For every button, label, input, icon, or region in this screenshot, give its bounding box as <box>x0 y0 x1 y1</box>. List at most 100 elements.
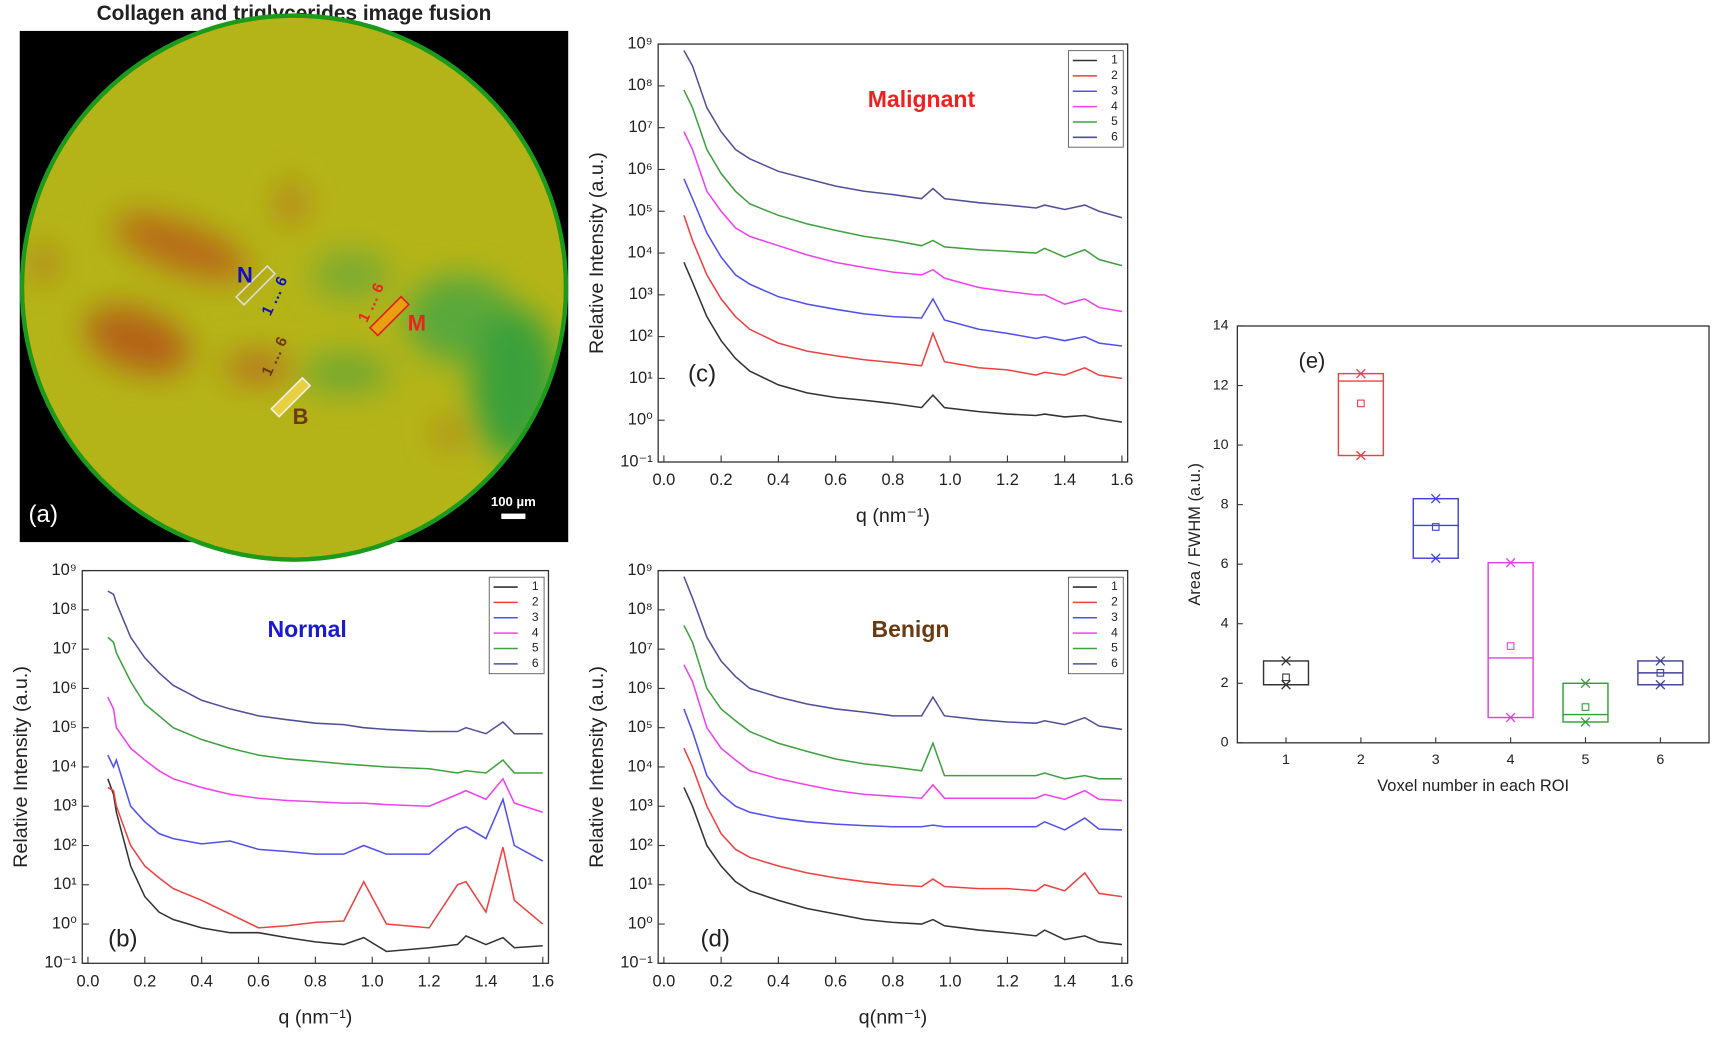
x-tick-label: 0.2 <box>710 972 733 990</box>
legend-label: 4 <box>1111 625 1118 639</box>
x-tick-label: 0.6 <box>824 972 847 990</box>
max-marker <box>1430 493 1441 504</box>
legend-label: 2 <box>532 595 539 609</box>
y-tick-label: 10³ <box>53 797 77 815</box>
series-line <box>107 696 543 813</box>
y-tick-label: 10⁹ <box>627 34 652 52</box>
y-tick-label: 0 <box>1221 735 1229 751</box>
y-tick-label: 10⁷ <box>53 639 77 657</box>
y-tick-label: 10⁴ <box>627 243 652 261</box>
series-line <box>683 215 1123 380</box>
y-tick-label: 10⁴ <box>51 757 76 775</box>
annotation: (e) <box>1299 348 1326 373</box>
series-line <box>683 131 1123 313</box>
y-tick-label: 10⁵ <box>52 718 77 736</box>
x-tick-label: 1.4 <box>1053 471 1076 489</box>
series-line <box>683 787 1123 946</box>
x-tick-label: 1.2 <box>996 471 1019 489</box>
y-tick-label: 10⁸ <box>52 600 77 618</box>
x-tick-label: 0.6 <box>247 972 270 990</box>
min-marker <box>1655 679 1666 690</box>
x-tick-label: 0.4 <box>767 972 790 990</box>
roi-m <box>368 295 410 337</box>
y-tick-label: 10² <box>629 327 653 345</box>
legend-label: 2 <box>1111 68 1118 82</box>
y-tick-label: 10⁹ <box>51 561 76 579</box>
y-tick-label: 10² <box>53 836 77 854</box>
legend-label: 6 <box>1111 656 1118 670</box>
x-tick-label: 1.4 <box>1053 972 1076 990</box>
y-tick-label: 10⁶ <box>628 160 653 178</box>
panel-a: Collagen and triglycerides image fusion … <box>19 2 569 562</box>
legend-label: 6 <box>1111 130 1118 144</box>
min-marker <box>1580 717 1591 727</box>
legend-label: 2 <box>1111 595 1118 609</box>
y-tick-label: 10⁹ <box>627 561 652 579</box>
box <box>1262 660 1310 686</box>
legend-label: 5 <box>1111 641 1118 655</box>
x-tick-label: 1.6 <box>531 972 554 990</box>
y-tick-label: 10⁰ <box>628 914 653 932</box>
x-tick-label: 0.8 <box>881 972 904 990</box>
legend-box <box>1067 576 1124 675</box>
y-tick-label: 4 <box>1221 615 1229 631</box>
plot-frame <box>1236 325 1710 744</box>
box <box>1487 561 1534 719</box>
roi-n <box>235 264 277 306</box>
min-marker <box>1281 679 1291 690</box>
series-line <box>107 786 544 929</box>
roi-label: M <box>408 311 426 336</box>
roi-b <box>270 376 312 418</box>
series-line <box>683 50 1123 219</box>
box <box>1412 497 1459 559</box>
y-tick-label: 14 <box>1213 318 1229 334</box>
legend-label: 1 <box>1111 579 1118 593</box>
x-axis-label: q (nm⁻¹) <box>278 1006 352 1028</box>
x-tick-label: 1.0 <box>361 972 384 990</box>
legend-label: 1 <box>532 579 539 593</box>
x-tick-label: 0.2 <box>710 471 733 489</box>
x-tick-label: 4 <box>1507 752 1515 768</box>
y-tick-label: 10⁶ <box>628 679 653 697</box>
y-tick-label: 10 <box>1213 437 1229 453</box>
x-tick-label: 0.0 <box>77 972 100 990</box>
x-tick-label: 0.0 <box>652 972 675 990</box>
box <box>1337 372 1385 457</box>
series-line <box>683 664 1122 802</box>
y-tick-label: 10⁸ <box>627 600 652 618</box>
legend-label: 5 <box>1111 114 1118 128</box>
series-line <box>683 708 1122 831</box>
scale-bar <box>501 513 526 520</box>
x-axis-label: q (nm⁻¹) <box>856 505 930 527</box>
annotation: Malignant <box>868 86 976 112</box>
legend-label: 3 <box>1111 83 1118 97</box>
y-axis-label: Relative Intensity (a.u.) <box>10 666 32 868</box>
series-line <box>683 178 1123 347</box>
x-tick-label: 1 <box>1282 752 1290 768</box>
x-tick-label: 1.0 <box>939 471 962 489</box>
box <box>1562 682 1609 723</box>
legend-label: 3 <box>1111 610 1118 624</box>
x-tick-label: 0.6 <box>824 471 847 489</box>
min-marker <box>1356 450 1366 461</box>
x-tick-label: 0.4 <box>767 471 790 489</box>
x-tick-label: 0.0 <box>652 471 675 489</box>
x-tick-label: 1.6 <box>1110 972 1133 990</box>
y-axis-label: Relative Intensity (a.u.) <box>586 152 608 354</box>
panel-label: (b) <box>108 926 137 953</box>
y-tick-label: 10⁰ <box>52 914 77 932</box>
series-line <box>683 89 1123 267</box>
min-marker <box>1430 553 1441 564</box>
y-tick-label: 10² <box>629 836 653 854</box>
series-line <box>683 625 1122 780</box>
series-line <box>683 576 1123 731</box>
mean-marker <box>1656 669 1665 677</box>
x-tick-label: 5 <box>1582 752 1590 768</box>
legend-label: 5 <box>532 641 539 655</box>
mean-marker <box>1431 523 1440 531</box>
image-disc <box>24 17 564 558</box>
annotation: Benign <box>871 616 949 642</box>
max-marker <box>1655 656 1666 666</box>
